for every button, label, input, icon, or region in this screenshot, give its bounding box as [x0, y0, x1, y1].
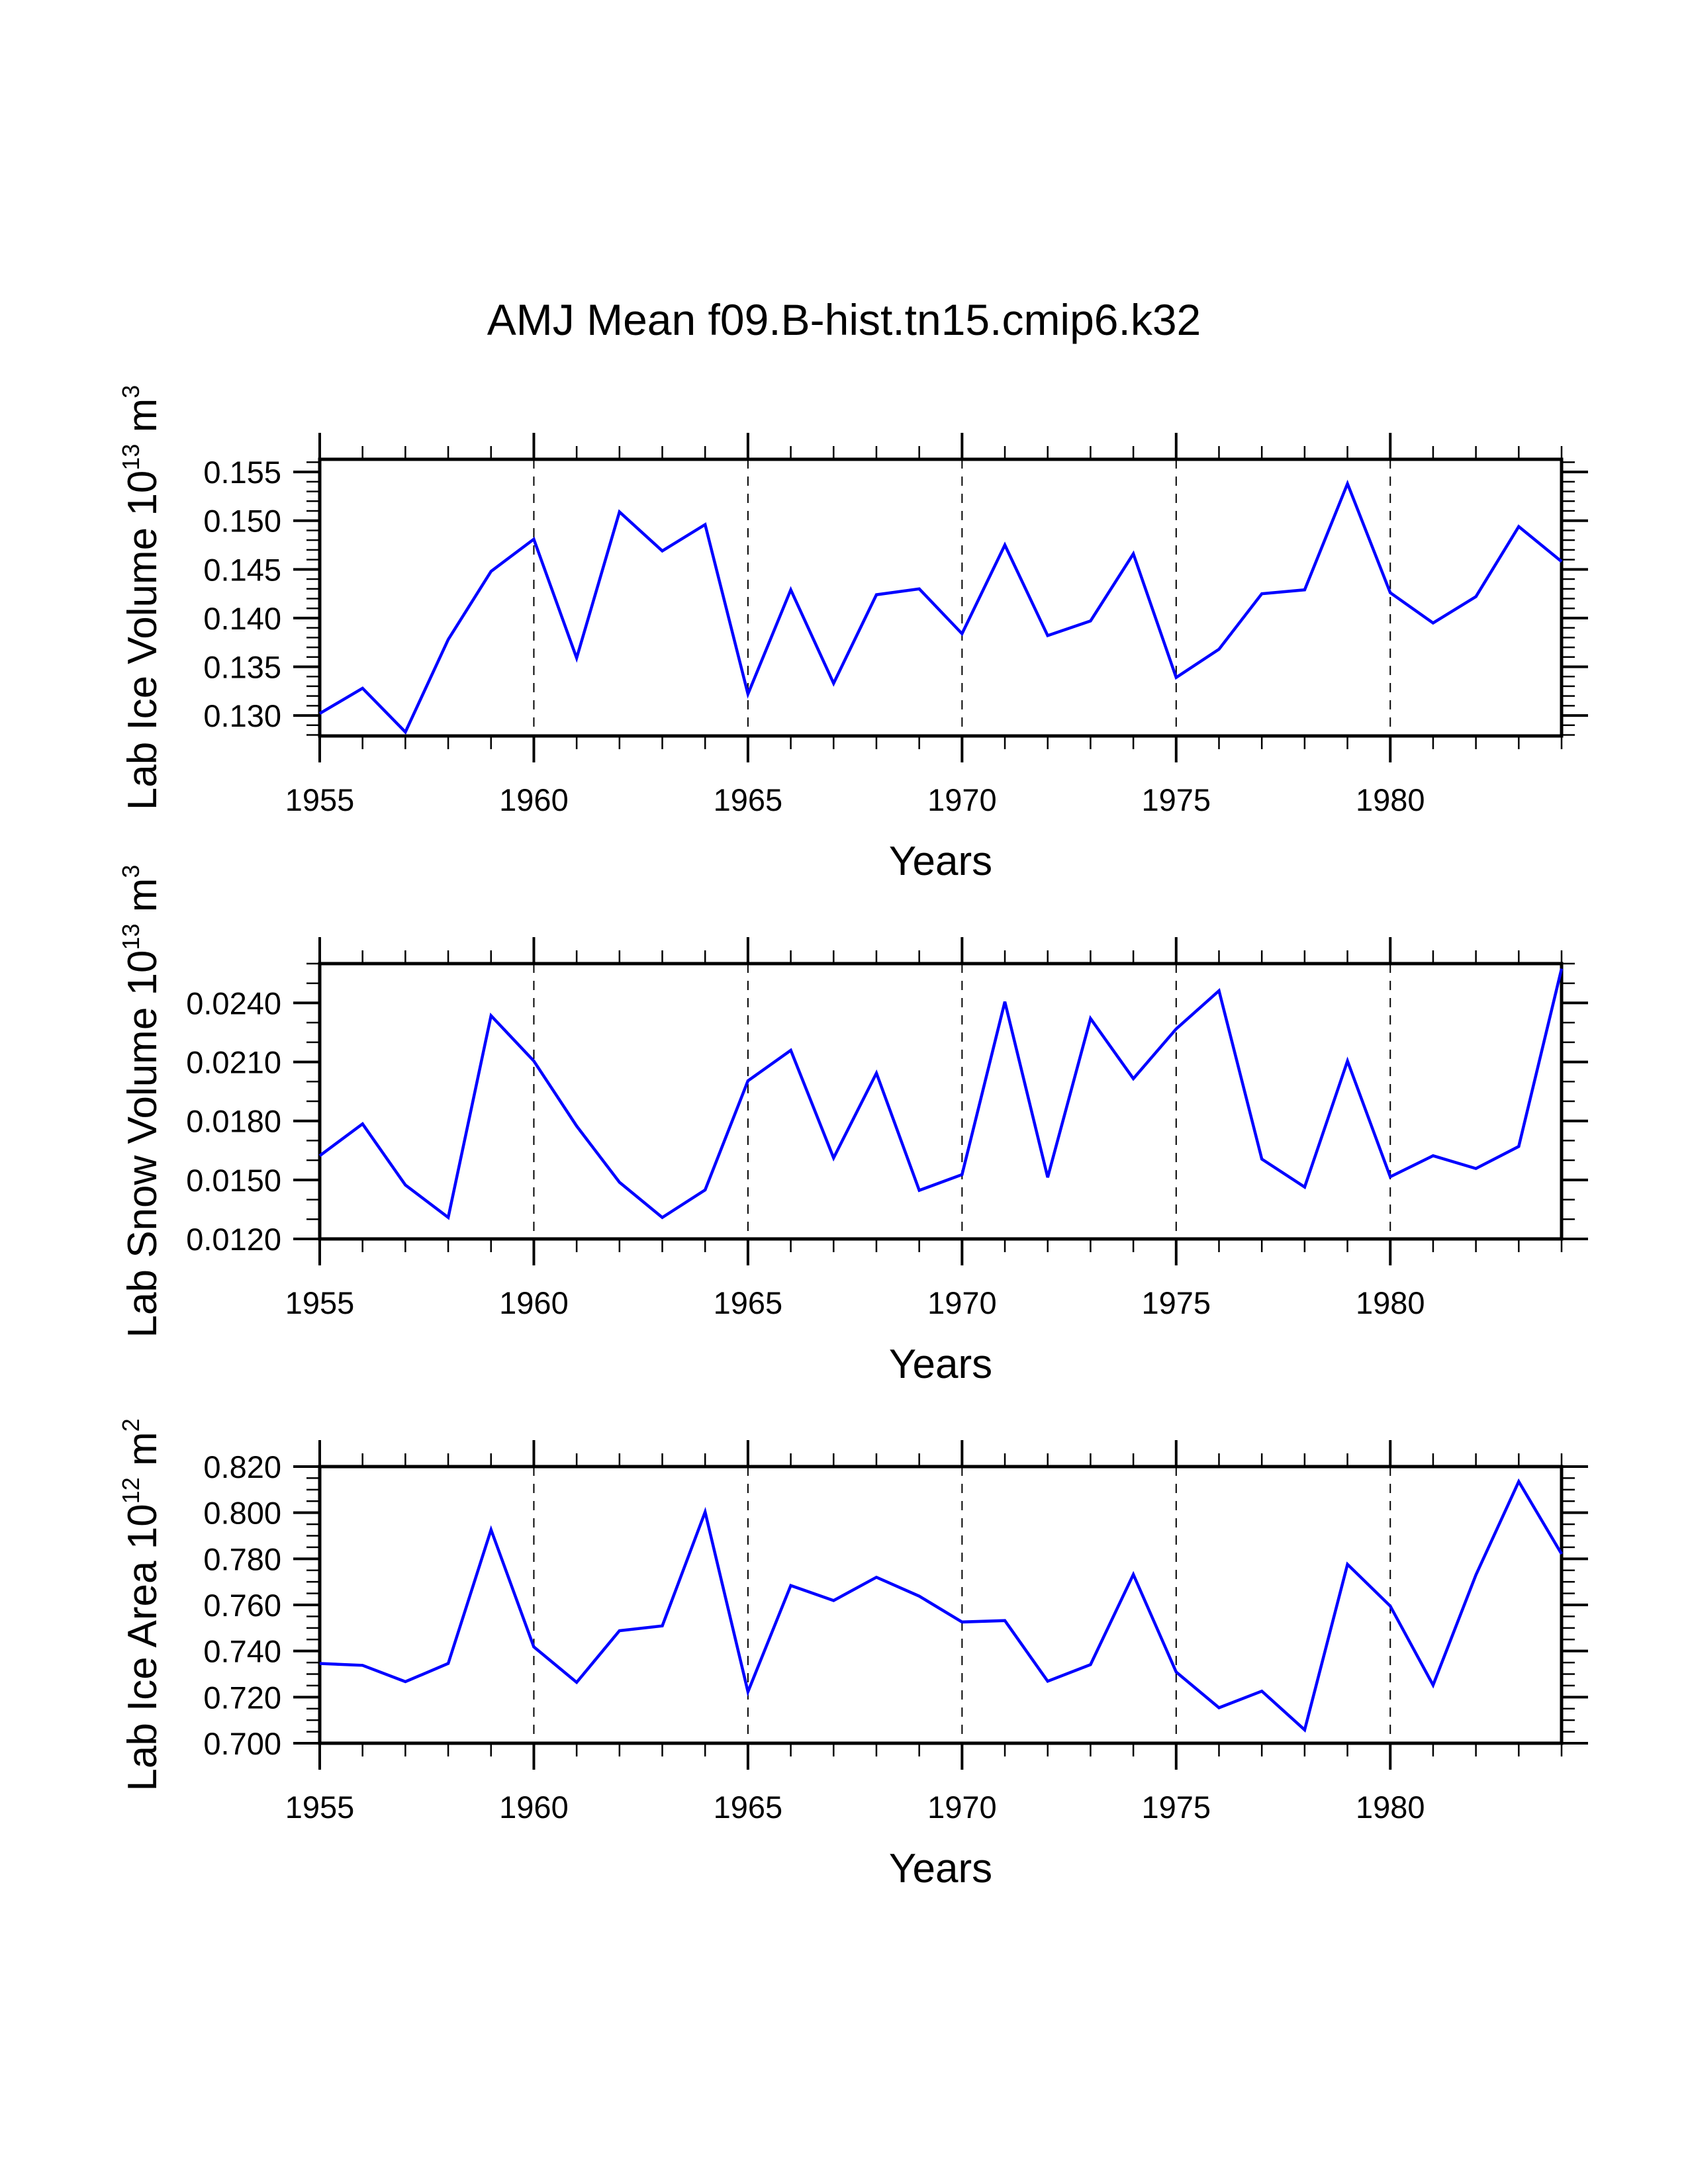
panel-ice-area: 0.700 0.720 0.740 0.760 0.780 0.800 0.820 1955 1… — [117, 1418, 1588, 1891]
x-axis-title: Years — [889, 1342, 992, 1387]
y-axis-title-exponent: 13 — [117, 444, 144, 471]
y-tick-label: 0.720 — [203, 1680, 281, 1715]
x-tick-label: 1975 — [1142, 782, 1211, 817]
y-tick-label: 0.780 — [203, 1541, 281, 1576]
y-tick-label: 0.0120 — [186, 1222, 281, 1257]
y-tick-label: 0.0180 — [186, 1104, 281, 1139]
x-tick-label: 1960 — [499, 782, 569, 817]
y-tick-label: 0.0150 — [186, 1163, 281, 1198]
x-tick-label: 1955 — [285, 782, 355, 817]
x-tick-label: 1975 — [1142, 1285, 1211, 1320]
x-tick-label: 1965 — [714, 782, 783, 817]
x-axis-title: Years — [889, 1846, 992, 1891]
x-tick-label: 1970 — [927, 782, 997, 817]
x-tick-label: 1970 — [927, 1790, 997, 1825]
x-tick-label: 1980 — [1356, 1285, 1425, 1320]
y-tick-label: 0.155 — [203, 455, 281, 490]
y-axis-title: Lab Ice Volume 1013 m3 — [117, 385, 165, 811]
y-axis-title-unit-exponent: 2 — [117, 1418, 144, 1432]
y-axis-title-text: Lab Ice Area 10 — [120, 1504, 165, 1791]
y-axis-title-unit-exponent: 3 — [117, 865, 144, 878]
y-axis-title-text: Lab Snow Volume 10 — [120, 950, 165, 1338]
x-tick-label: 1970 — [927, 1285, 997, 1320]
y-tick-label: 0.130 — [203, 698, 281, 733]
data-series-line — [318, 968, 1564, 1220]
x-tick-label: 1975 — [1142, 1790, 1211, 1825]
y-axis-title: Lab Snow Volume 1013 m3 — [117, 865, 165, 1338]
figure-title: AMJ Mean f09.B-hist.tn15.cmip6.k32 — [487, 295, 1201, 344]
y-tick-label: 0.740 — [203, 1634, 281, 1669]
y-tick-label: 0.140 — [203, 601, 281, 636]
y-axis-title-unit: m — [120, 1432, 165, 1477]
x-tick-label: 1960 — [499, 1285, 569, 1320]
y-axis-title-exponent: 13 — [117, 923, 144, 950]
data-series-line — [319, 1478, 1563, 1733]
y-tick-label: 0.145 — [203, 552, 281, 587]
y-tick-label: 0.0210 — [186, 1045, 281, 1080]
y-axis-title: Lab Ice Area 1012 m2 — [117, 1418, 165, 1791]
x-tick-label: 1965 — [714, 1285, 783, 1320]
x-tick-label: 1965 — [714, 1790, 783, 1825]
x-tick-label: 1955 — [285, 1285, 355, 1320]
x-tick-label: 1980 — [1356, 782, 1425, 817]
y-tick-label: 0.800 — [203, 1496, 281, 1531]
plot-frame — [318, 1465, 1564, 1745]
y-tick-label: 0.0240 — [186, 985, 281, 1021]
y-axis-title-unit-exponent: 3 — [117, 385, 144, 398]
y-tick-label: 0.760 — [203, 1588, 281, 1623]
x-tick-label: 1955 — [285, 1790, 355, 1825]
x-tick-label: 1980 — [1356, 1790, 1425, 1825]
x-tick-label: 1960 — [499, 1790, 569, 1825]
panel-ice-volume: 0.130 0.135 0.140 0.145 0.150 0.155 1955 1960 19… — [117, 385, 1588, 884]
y-tick-label: 0.150 — [203, 504, 281, 539]
y-tick-label: 0.820 — [203, 1449, 281, 1484]
y-axis-title-unit: m — [120, 878, 165, 924]
plot-frame — [318, 962, 1564, 1241]
panels: 0.130 0.135 0.140 0.145 0.150 0.155 1955 1960 19… — [117, 385, 1588, 1891]
y-tick-label: 0.135 — [203, 650, 281, 685]
y-axis-title-text: Lab Ice Volume 10 — [120, 471, 165, 811]
y-tick-label: 0.700 — [203, 1726, 281, 1761]
panel-snow-volume: 0.0120 0.0150 0.0180 0.0210 0.0240 1955 1960 19… — [117, 865, 1588, 1387]
y-axis-title-unit: m — [120, 398, 165, 444]
plot-frame — [318, 457, 1564, 738]
x-axis-title: Years — [889, 839, 992, 884]
y-axis-title-exponent: 12 — [117, 1477, 144, 1504]
data-series-line — [318, 479, 1563, 735]
